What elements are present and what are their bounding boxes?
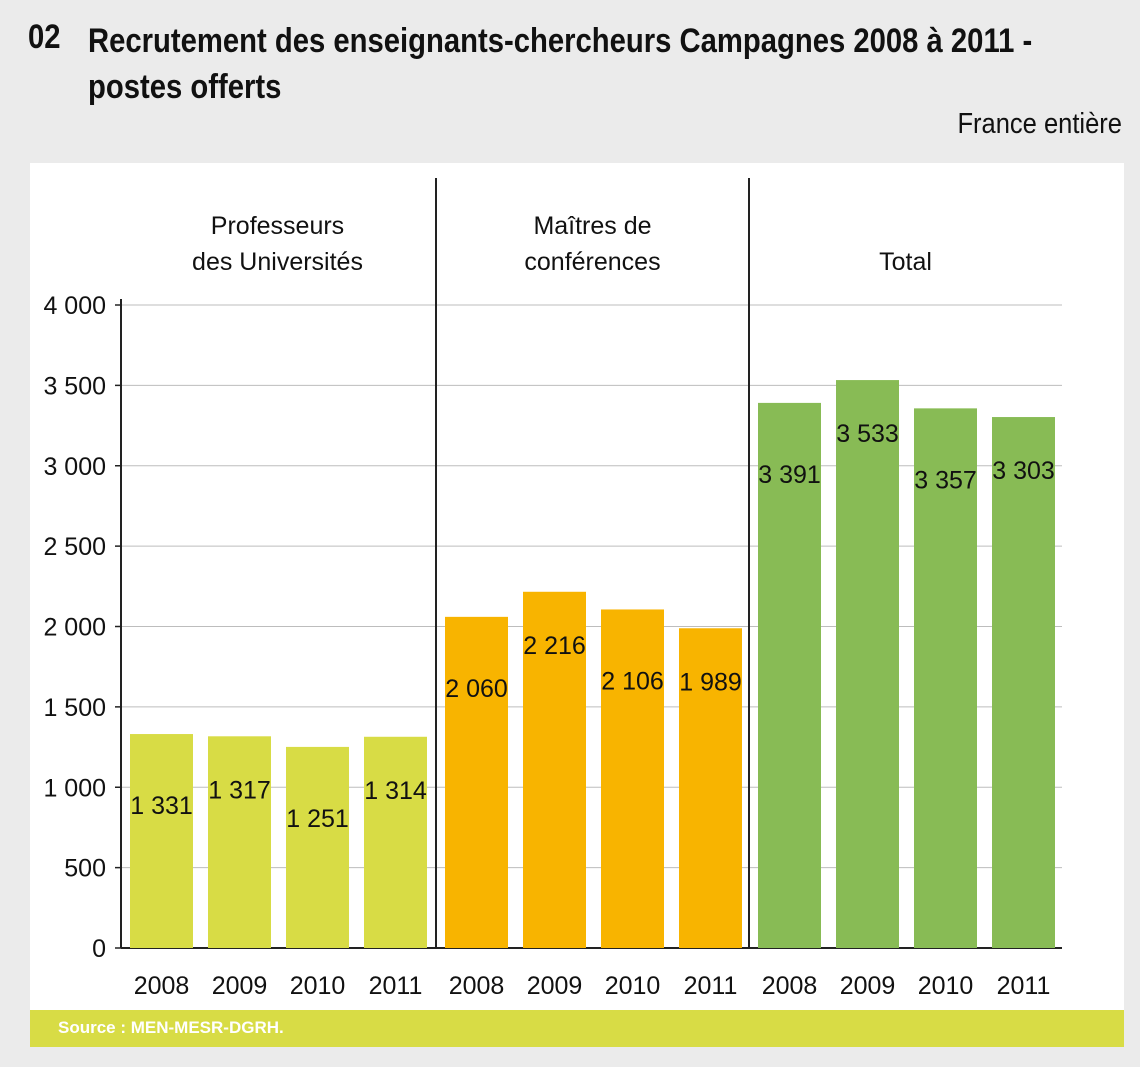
bar	[836, 380, 899, 948]
x-tick-label: 2008	[134, 972, 190, 1000]
chart-title-line-2: postes offerts	[88, 68, 282, 106]
bar	[914, 408, 977, 948]
bar	[130, 734, 193, 948]
x-tick-label: 2009	[527, 972, 583, 1000]
bars	[130, 380, 1055, 949]
x-tick-label: 2011	[369, 972, 423, 1000]
group-label: conférences	[524, 248, 660, 276]
x-tick-label: 2010	[918, 972, 974, 1000]
x-tick-label: 2009	[840, 972, 896, 1000]
bar	[523, 591, 586, 948]
bar	[679, 628, 742, 948]
data-label: 1 331	[130, 792, 193, 820]
source-bar	[30, 1010, 1124, 1047]
bar	[364, 736, 427, 948]
data-label: 3 357	[914, 466, 977, 494]
group-label: Professeurs	[211, 212, 344, 240]
chart-title: Recrutement des enseignants-chercheurs C…	[88, 18, 1103, 110]
data-label: 2 060	[445, 675, 508, 703]
group-label: des Universités	[192, 248, 363, 276]
x-tick-label: 2008	[449, 972, 505, 1000]
y-tick-label: 2 000	[43, 614, 106, 642]
y-tick-label: 1 000	[43, 774, 106, 802]
data-label: 1 989	[679, 668, 742, 696]
y-tick-label: 4 000	[43, 292, 106, 320]
x-tick-label: 2010	[290, 972, 346, 1000]
figure-number: 02	[28, 18, 61, 56]
y-tick-label: 3 500	[43, 372, 106, 400]
data-label: 3 303	[992, 457, 1055, 485]
bar	[445, 616, 508, 948]
source-text: Source : MEN-MESR-DGRH.	[58, 1018, 284, 1037]
bar	[758, 402, 821, 949]
x-tick-label: 2009	[212, 972, 268, 1000]
y-tick-label: 1 500	[43, 694, 106, 722]
data-label: 3 533	[836, 420, 899, 448]
bar	[208, 736, 271, 948]
y-tick-label: 3 000	[43, 453, 106, 481]
y-tick-label: 2 500	[43, 533, 106, 561]
chart-title-line-1: Recrutement des enseignants-chercheurs C…	[88, 22, 1033, 60]
chart-labels: 0 500 1 000 1 500 2 000 2 500 3 000 3 500 4 000 P…	[43, 212, 1054, 1000]
data-label: 3 391	[758, 461, 821, 489]
x-tick-label: 2010	[605, 972, 661, 1000]
group-label: Maîtres de	[533, 212, 651, 240]
data-label: 2 216	[523, 632, 586, 660]
bar	[286, 746, 349, 948]
data-label: 2 106	[601, 667, 664, 695]
data-label: 1 251	[286, 805, 349, 833]
bar	[992, 417, 1055, 949]
group-label: Total	[879, 248, 932, 276]
x-tick-label: 2008	[762, 972, 818, 1000]
grid-lines	[115, 178, 1062, 949]
scope-label: France entière	[957, 108, 1122, 140]
data-label: 1 314	[364, 777, 427, 805]
data-label: 1 317	[208, 776, 271, 804]
y-tick-label: 0	[92, 935, 106, 963]
y-tick-label: 500	[64, 855, 106, 883]
x-tick-label: 2011	[997, 972, 1051, 1000]
x-tick-label: 2011	[684, 972, 738, 1000]
bar	[601, 609, 664, 948]
